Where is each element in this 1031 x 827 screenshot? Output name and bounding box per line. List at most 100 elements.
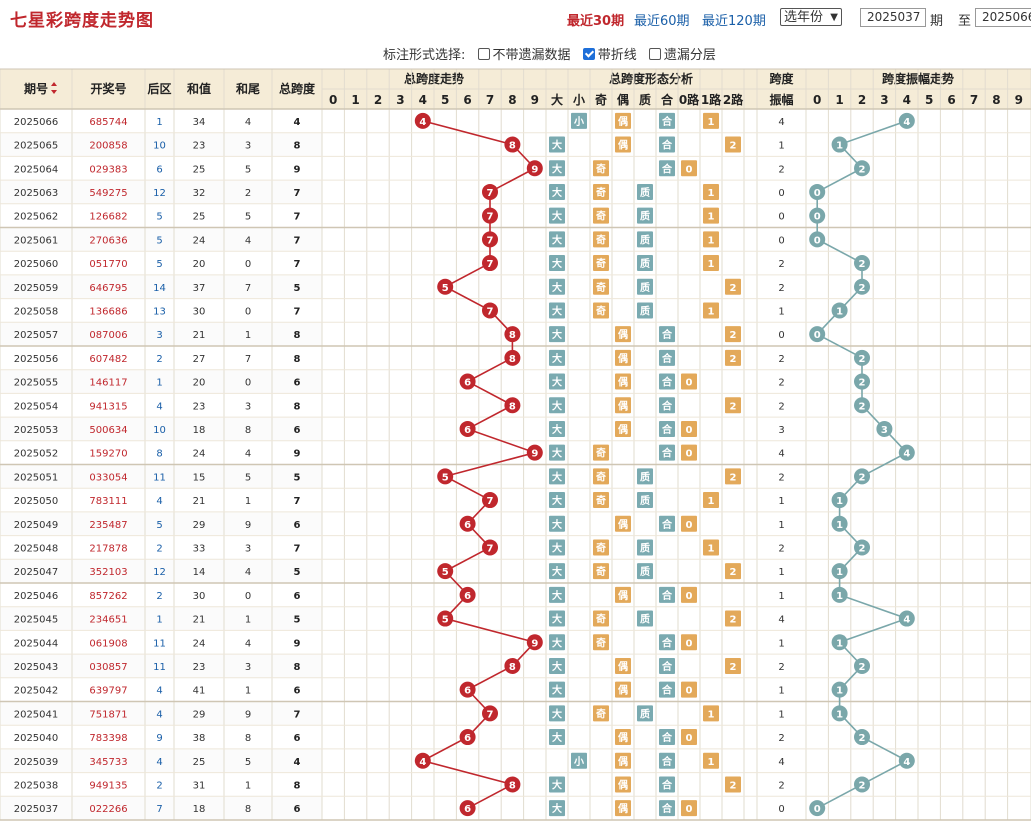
form-mark-label: 大 <box>552 802 562 815</box>
amp-ball <box>809 326 826 343</box>
span-value: 5 <box>294 567 301 578</box>
form-mark-label: 偶 <box>617 399 628 412</box>
recent-30-button[interactable]: 最近30期 <box>567 14 625 29</box>
amp-ball <box>809 207 826 224</box>
amp-ball <box>831 681 848 698</box>
form-mark <box>615 515 631 532</box>
issue-number: 2025047 <box>14 567 59 578</box>
issue-number: 2025051 <box>14 472 59 483</box>
back-area: 5 <box>156 235 162 246</box>
form-mark <box>593 278 609 295</box>
amp-value: 4 <box>778 449 784 460</box>
back-area: 11 <box>153 662 166 673</box>
checkbox-no-missing[interactable] <box>477 48 490 60</box>
option-polyline[interactable]: 带折线 <box>575 48 637 63</box>
draw-number: 941315 <box>89 401 127 412</box>
from-issue-input[interactable]: 2025037 <box>860 8 926 27</box>
form-mark-label: 大 <box>552 731 562 744</box>
row-stripe <box>0 464 322 489</box>
row-stripe <box>0 369 322 394</box>
form-mark <box>593 207 609 224</box>
option-layered[interactable]: 遗漏分层 <box>641 48 716 63</box>
draw-number: 029383 <box>89 164 127 175</box>
form-mark-label: 0 <box>686 164 693 175</box>
sum-value: 21 <box>193 330 206 341</box>
sum-tail: 1 <box>245 686 251 697</box>
form-mark <box>593 705 609 722</box>
span-ball <box>437 563 454 580</box>
span-value: 6 <box>294 591 301 602</box>
recent-120-button[interactable]: 最近120期 <box>702 14 766 29</box>
form-mark-label: 大 <box>552 778 562 791</box>
form-mark-label: 合 <box>661 447 673 460</box>
form-mark-label: 质 <box>640 565 650 578</box>
form-mark <box>703 539 719 556</box>
draw-number: 217878 <box>89 543 127 554</box>
sum-value: 21 <box>193 496 206 507</box>
back-area: 5 <box>156 212 162 223</box>
form-mark <box>681 681 697 698</box>
checkbox-polyline[interactable] <box>582 48 595 60</box>
form-mark-label: 合 <box>661 376 673 389</box>
form-mark <box>637 231 653 248</box>
amp-value: 0 <box>778 212 784 223</box>
option-no-missing[interactable]: 不带遗漏数据 <box>470 48 571 63</box>
amp-ball-label: 2 <box>859 283 866 294</box>
page-title: 七星彩跨度走势图 <box>10 11 154 31</box>
form-mark <box>593 255 609 272</box>
span-ball <box>482 492 498 509</box>
issue-number: 2025066 <box>14 117 59 128</box>
draw-number: 087006 <box>89 330 127 341</box>
amp-ball-label: 1 <box>836 520 843 531</box>
amp-ball <box>831 705 848 722</box>
form-mark <box>659 657 675 674</box>
back-area: 1 <box>156 117 162 128</box>
amp-ball <box>898 610 915 627</box>
to-issue-input[interactable]: 2025066 <box>975 8 1031 27</box>
form-mark-label: 大 <box>552 186 562 199</box>
form-mark <box>659 800 675 817</box>
amp-ball-label: 1 <box>836 567 843 578</box>
form-mark-label: 大 <box>552 376 562 389</box>
amp-ball-label: 0 <box>814 212 821 223</box>
amp-ball <box>854 373 870 390</box>
year-select[interactable]: 选年份 ▼ <box>780 8 842 26</box>
amp-ball <box>876 420 893 437</box>
form-mark <box>549 705 565 722</box>
span-value: 7 <box>294 259 301 270</box>
span-value: 8 <box>294 780 301 791</box>
sum-tail: 7 <box>245 354 251 365</box>
sum-value: 24 <box>193 638 206 649</box>
sum-value: 29 <box>193 709 206 720</box>
amp-value: 4 <box>778 117 784 128</box>
span-ball-label: 8 <box>509 141 516 152</box>
recent-60-button[interactable]: 最近60期 <box>634 14 690 29</box>
span-ball <box>504 776 521 793</box>
form-mark <box>615 681 631 698</box>
form-mark <box>681 373 697 390</box>
form-mark-label: 奇 <box>596 541 606 554</box>
span-ball-label: 7 <box>487 543 494 554</box>
form-mark <box>637 563 653 580</box>
issue-number: 2025059 <box>14 283 59 294</box>
form-mark-label: 偶 <box>617 139 628 152</box>
form-mark-label: 1 <box>708 235 715 246</box>
form-mark-label: 1 <box>708 117 715 128</box>
amp-ball <box>854 160 870 177</box>
form-mark <box>659 373 675 390</box>
form-mark-label: 合 <box>661 328 673 341</box>
amp-value: 2 <box>778 378 784 389</box>
form-mark-label: 0 <box>686 378 693 389</box>
row-stripe <box>0 511 322 536</box>
span-ball-label: 7 <box>487 496 494 507</box>
form-mark <box>549 373 565 390</box>
sum-value: 41 <box>193 686 206 697</box>
form-mark-label: 2 <box>730 567 737 578</box>
back-area: 12 <box>153 567 166 578</box>
form-mark-label: 质 <box>640 707 650 720</box>
back-area: 8 <box>156 449 162 460</box>
back-area: 9 <box>156 733 162 744</box>
form-mark-label: 奇 <box>596 447 606 460</box>
checkbox-layered[interactable] <box>648 48 661 60</box>
draw-number: 352103 <box>89 567 127 578</box>
